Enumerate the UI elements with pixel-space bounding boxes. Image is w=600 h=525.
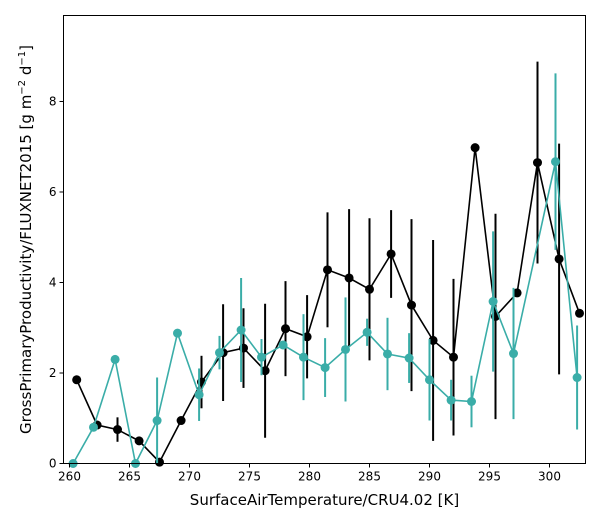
data-point: [215, 348, 224, 358]
data-point: [344, 273, 354, 283]
y-axis-label-end: ]: [17, 45, 35, 51]
data-point: [320, 363, 330, 373]
data-point: [110, 354, 120, 364]
x-axis-label: SurfaceAirTemperature/CRU4.02 [K]: [190, 491, 459, 509]
series-line: [72, 161, 578, 466]
data-point: [428, 335, 438, 345]
x-tick-label: 285: [358, 470, 381, 484]
data-point: [113, 425, 122, 435]
data-point: [299, 352, 308, 362]
data-point: [509, 349, 518, 359]
x-tick-label: 290: [418, 470, 441, 484]
series-1: [68, 73, 582, 468]
data-point: [176, 416, 186, 426]
data-point: [260, 366, 270, 376]
x-tick-label: 300: [538, 470, 561, 484]
y-tick-label: 4: [49, 275, 57, 289]
data-point: [533, 158, 542, 168]
data-point: [572, 373, 582, 383]
data-point: [341, 344, 350, 354]
data-point: [554, 254, 564, 264]
chart-marks: [68, 61, 584, 468]
data-point: [404, 353, 414, 363]
x-tick-label: 265: [118, 470, 141, 484]
y-tick-label: 0: [49, 457, 57, 471]
data-point: [134, 436, 144, 446]
data-point: [281, 324, 290, 334]
data-point: [446, 395, 456, 405]
data-point: [383, 349, 392, 359]
x-tick-label: 275: [238, 470, 261, 484]
x-tick-label: 270: [178, 470, 201, 484]
plot-frame: [63, 15, 586, 464]
data-point: [386, 249, 396, 259]
x-tick-label: 295: [478, 470, 501, 484]
data-point: [488, 296, 498, 306]
y-axis: 0 2 4 6 8: [49, 94, 64, 471]
data-point: [72, 375, 82, 385]
data-point: [575, 308, 584, 318]
y-axis-label-mid: d: [17, 66, 35, 80]
data-point: [467, 397, 476, 407]
data-point: [302, 332, 312, 342]
y-axis-label-exp1: −2: [17, 80, 28, 95]
y-axis-label-exp2: −1: [17, 51, 28, 66]
data-point: [278, 340, 288, 350]
data-point: [449, 352, 458, 362]
y-tick-label: 6: [49, 185, 57, 199]
data-point: [257, 352, 266, 362]
y-tick-label: 8: [49, 94, 57, 108]
data-point: [551, 157, 560, 167]
data-point: [89, 422, 98, 432]
x-tick-label: 260: [58, 470, 81, 484]
data-point: [425, 375, 434, 385]
data-point: [173, 328, 182, 338]
data-point: [470, 143, 480, 153]
y-axis-label: GrossPrimaryProductivity/FLUXNET2015 [g …: [17, 45, 35, 434]
x-axis: 260 265 270 275 280 285 290 295 300: [58, 463, 561, 484]
data-point: [152, 416, 162, 426]
data-point: [365, 284, 374, 294]
y-tick-label: 2: [49, 366, 57, 380]
y-axis-label-main: GrossPrimaryProductivity/FLUXNET2015 [g …: [17, 95, 35, 434]
data-point: [323, 265, 332, 275]
data-point: [362, 327, 372, 337]
data-point: [512, 288, 522, 298]
data-point: [407, 300, 416, 310]
data-point: [236, 325, 246, 335]
x-tick-label: 280: [298, 470, 321, 484]
data-point: [194, 390, 204, 400]
